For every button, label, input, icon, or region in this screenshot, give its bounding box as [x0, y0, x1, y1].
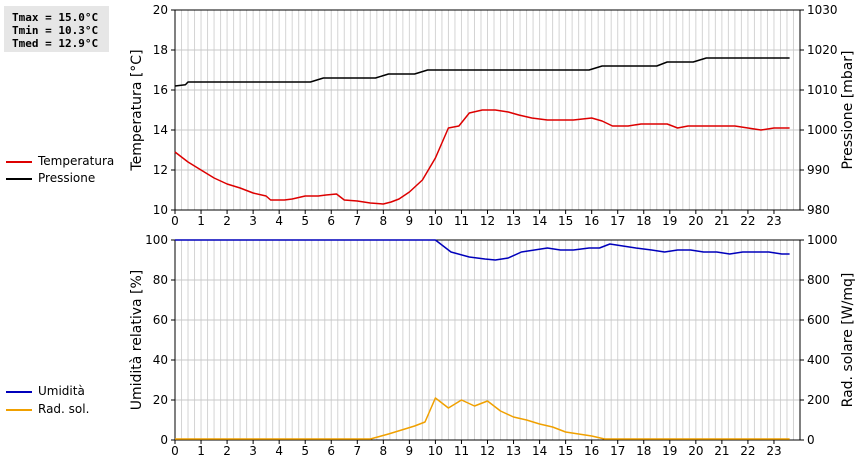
chart1-x-tick-label: 11 [454, 444, 469, 458]
chart1-x-tick-label: 15 [558, 444, 573, 458]
chart0-y2-tick-label: 1000 [807, 123, 838, 137]
chart0-y2-tick-label: 1030 [807, 3, 838, 17]
chart1-y2-tick-label: 400 [807, 353, 830, 367]
chart1-y-tick-label: 100 [145, 233, 168, 247]
chart0-y-axis-title: Temperatura [°C] [129, 49, 145, 171]
chart1-x-tick-label: 12 [480, 444, 495, 458]
chart1-x-tick-label: 3 [249, 444, 257, 458]
chart0-y2-tick-label: 990 [807, 163, 830, 177]
chart0-x-tick-label: 23 [766, 214, 781, 228]
chart0-x-tick-label: 6 [327, 214, 335, 228]
chart1-y2-tick-label: 1000 [807, 233, 838, 247]
chart0-series-pressione-line [174, 57, 790, 87]
chart0-x-tick-label: 20 [688, 214, 703, 228]
chart1-x-tick-label: 8 [380, 444, 388, 458]
chart0-y-tick-label: 14 [153, 123, 168, 137]
legend-swatch-temperatura [6, 161, 32, 163]
chart0-y-tick-label: 16 [153, 83, 168, 97]
chart1-y-tick-label: 0 [160, 433, 168, 447]
chart1-x-tick-label: 4 [275, 444, 283, 458]
chart1-x-tick-label: 2 [223, 444, 231, 458]
chart0-x-tick-label: 12 [480, 214, 495, 228]
chart0-x-tick-label: 17 [610, 214, 625, 228]
chart0-series-temperatura-line [174, 109, 790, 205]
chart1-x-tick-label: 5 [301, 444, 309, 458]
chart1-y2-tick-label: 0 [807, 433, 815, 447]
legend-swatch-radsol [6, 409, 32, 411]
chart1-x-tick-label: 16 [584, 444, 599, 458]
chart1-x-tick-label: 13 [506, 444, 521, 458]
chart1-series-umidit-line [175, 239, 790, 261]
chart1-x-tick-label: 18 [636, 444, 651, 458]
chart0-x-tick-label: 5 [301, 214, 309, 228]
chart1-x-tick-label: 14 [532, 444, 547, 458]
chart0-y2-tick-label: 1020 [807, 43, 838, 57]
tmax-text: Tmax = 15.0°C [12, 11, 99, 24]
chart1-x-tick-label: 17 [610, 444, 625, 458]
chart0-x-tick-label: 0 [171, 214, 179, 228]
chart1-y2-tick-label: 200 [807, 393, 830, 407]
chart0-y2-axis-title: Pressione [mbar] [840, 50, 856, 169]
chart0-y-tick-label: 12 [153, 163, 168, 177]
legend-swatch-pressione [6, 178, 32, 180]
legend-label-temperatura: Temperatura [38, 154, 115, 168]
chart0-x-tick-label: 14 [532, 214, 547, 228]
chart1-y2-axis-title: Rad. solare [W/mq] [840, 273, 856, 408]
chart0-x-tick-label: 22 [740, 214, 755, 228]
chart1-x-tick-label: 10 [428, 444, 443, 458]
chart0-x-tick-label: 18 [636, 214, 651, 228]
chart0-x-tick-label: 15 [558, 214, 573, 228]
chart0-x-tick-label: 1 [197, 214, 205, 228]
tmed-text: Tmed = 12.9°C [12, 37, 99, 50]
chart1-series-rad-sol-line [175, 397, 790, 440]
chart1-x-tick-label: 6 [327, 444, 335, 458]
chart1-x-tick-label: 23 [766, 444, 781, 458]
chart0-y2-tick-label: 980 [807, 203, 830, 217]
legend-label-radsol: Rad. sol. [38, 402, 90, 416]
chart1-y-tick-label: 20 [153, 393, 168, 407]
legend-label-pressione: Pressione [38, 171, 96, 185]
chart0-x-tick-label: 9 [406, 214, 414, 228]
tmin-text: Tmin = 10.3°C [12, 24, 99, 37]
legend-label-umidita: Umidità [38, 384, 85, 398]
chart1-y-tick-label: 80 [153, 273, 168, 287]
chart0-y-tick-label: 20 [153, 3, 168, 17]
chart0-y-tick-label: 10 [153, 203, 168, 217]
chart1-y2-tick-label: 600 [807, 313, 830, 327]
chart1-y2-tick-label: 800 [807, 273, 830, 287]
stats-box: Tmax = 15.0°C Tmin = 10.3°C Tmed = 12.9°… [4, 6, 109, 52]
chart1-y-tick-label: 60 [153, 313, 168, 327]
chart0-x-tick-label: 21 [714, 214, 729, 228]
chart0-x-tick-label: 4 [275, 214, 283, 228]
chart0-x-tick-label: 13 [506, 214, 521, 228]
chart0-x-tick-label: 2 [223, 214, 231, 228]
chart1-x-tick-label: 20 [688, 444, 703, 458]
chart1-x-tick-label: 1 [197, 444, 205, 458]
chart1-x-tick-label: 7 [353, 444, 361, 458]
chart0-x-tick-label: 10 [428, 214, 443, 228]
chart1-y-tick-label: 40 [153, 353, 168, 367]
chart0-x-tick-label: 19 [662, 214, 677, 228]
chart0-y-tick-label: 18 [153, 43, 168, 57]
chart0-x-tick-label: 11 [454, 214, 469, 228]
chart1-x-tick-label: 0 [171, 444, 179, 458]
chart0-x-tick-label: 16 [584, 214, 599, 228]
chart1-x-tick-label: 21 [714, 444, 729, 458]
chart0-y2-tick-label: 1010 [807, 83, 838, 97]
chart1-x-tick-label: 22 [740, 444, 755, 458]
chart0-x-tick-label: 7 [353, 214, 361, 228]
chart1-x-tick-label: 19 [662, 444, 677, 458]
chart1-x-tick-label: 9 [406, 444, 414, 458]
legend-swatch-umidita [6, 391, 32, 393]
chart1-y-axis-title: Umidità relativa [%] [129, 270, 145, 411]
chart0-x-tick-label: 3 [249, 214, 257, 228]
chart0-x-tick-label: 8 [380, 214, 388, 228]
